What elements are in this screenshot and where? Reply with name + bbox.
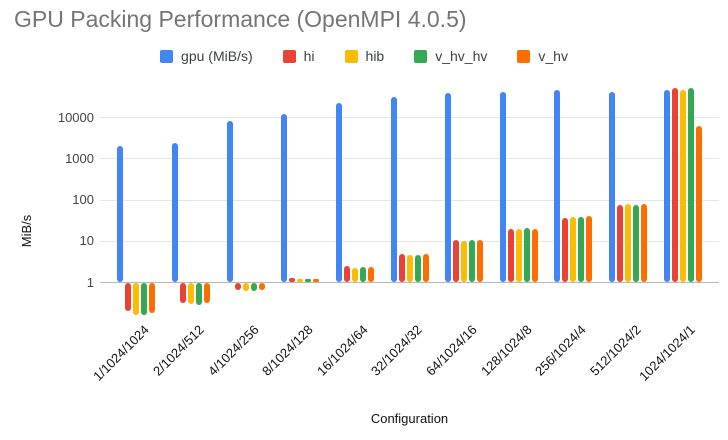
bar (671, 87, 678, 283)
bar (406, 255, 413, 283)
x-tick-label: 1/1024/1024 (90, 322, 152, 384)
x-tick-label: 8/1024/128 (259, 322, 316, 379)
y-tick-label: 100 (72, 192, 94, 208)
legend-item-v-hv-hv: v_hv_hv (414, 48, 487, 64)
gridline-1 (100, 282, 719, 283)
bar (461, 241, 468, 283)
bar (679, 89, 686, 283)
bar (179, 282, 186, 303)
bar (289, 277, 296, 283)
bar (234, 282, 241, 291)
bar (477, 240, 484, 283)
bar (305, 278, 312, 283)
bar (445, 92, 452, 283)
y-tick-label: 10000 (57, 109, 94, 125)
bar (625, 204, 632, 283)
gridline-10 (100, 240, 719, 242)
x-tick-label: 1024/1024/1 (636, 322, 699, 384)
x-tick-label: 64/1024/16 (423, 322, 480, 379)
bar (226, 121, 233, 283)
x-tick-label: 4/1024/256 (204, 322, 262, 379)
legend: gpu (MiB/s) hi hib v_hv_hv v_hv (0, 47, 728, 65)
bar (398, 254, 405, 283)
bar (414, 254, 421, 283)
legend-swatch (160, 49, 174, 63)
bar (515, 228, 522, 283)
x-axis-title: Configuration (370, 411, 449, 426)
bar (578, 217, 585, 283)
y-tick-label: 1000 (65, 150, 94, 166)
x-tick-label: 32/1024/32 (368, 322, 426, 379)
bar (641, 204, 648, 283)
bar (499, 92, 506, 283)
legend-label: gpu (MiB/s) (181, 48, 253, 64)
x-tick-label: 256/1024/4 (532, 322, 590, 379)
bar (507, 228, 514, 283)
bar (281, 113, 288, 283)
bar (562, 217, 569, 283)
bar (203, 282, 210, 303)
legend-swatch (282, 49, 296, 63)
bar (258, 282, 265, 291)
bar (531, 228, 538, 283)
x-tick-label: 128/1024/8 (477, 322, 535, 379)
bar (663, 90, 670, 283)
y-tick-label: 1 (86, 274, 94, 290)
bar (523, 228, 530, 283)
bar (359, 266, 366, 283)
bar (586, 216, 593, 283)
bar (617, 205, 624, 283)
y-tick-label: 10 (79, 233, 94, 249)
bar (687, 87, 694, 283)
bar (125, 282, 132, 312)
bar (469, 240, 476, 283)
bar (335, 103, 342, 283)
bar (195, 282, 202, 305)
bar (367, 266, 374, 283)
bar (453, 240, 460, 283)
chart-title: GPU Packing Performance (OpenMPI 4.0.5) (14, 6, 467, 32)
bar (554, 90, 561, 283)
legend-item-gpu-mib-s-: gpu (MiB/s) (160, 48, 253, 64)
legend-swatch (414, 49, 428, 63)
bar (250, 282, 257, 291)
x-tick-label: 16/1024/64 (313, 322, 371, 379)
legend-label: hi (303, 48, 315, 64)
legend-item-hi: hi (282, 48, 315, 64)
bar (343, 266, 350, 283)
legend-item-v-hv: v_hv (517, 48, 568, 64)
bar (313, 279, 320, 283)
bar (133, 282, 140, 316)
bar (117, 145, 124, 283)
bar (149, 282, 156, 314)
bar (141, 282, 148, 316)
gridline-1000 (100, 158, 719, 160)
bar (609, 92, 616, 283)
legend-label: hib (365, 48, 385, 64)
gridline-10000 (100, 117, 719, 119)
bar (242, 282, 249, 292)
legend-swatch (344, 49, 358, 63)
bar (570, 217, 577, 283)
bar (187, 282, 194, 305)
legend-swatch (517, 49, 531, 63)
legend-label: v_hv_hv (435, 48, 488, 64)
x-tick-label: 512/1024/2 (587, 322, 644, 379)
bar (351, 267, 358, 283)
bar (171, 142, 178, 283)
bar (422, 254, 429, 283)
bar (297, 278, 304, 283)
legend-label: v_hv (538, 48, 568, 64)
bar (633, 204, 640, 283)
gridline-100 (100, 199, 719, 201)
bar (695, 125, 702, 283)
x-tick-label: 2/1024/512 (149, 322, 207, 379)
bar (390, 96, 397, 283)
legend-item-hib: hib (344, 48, 385, 64)
